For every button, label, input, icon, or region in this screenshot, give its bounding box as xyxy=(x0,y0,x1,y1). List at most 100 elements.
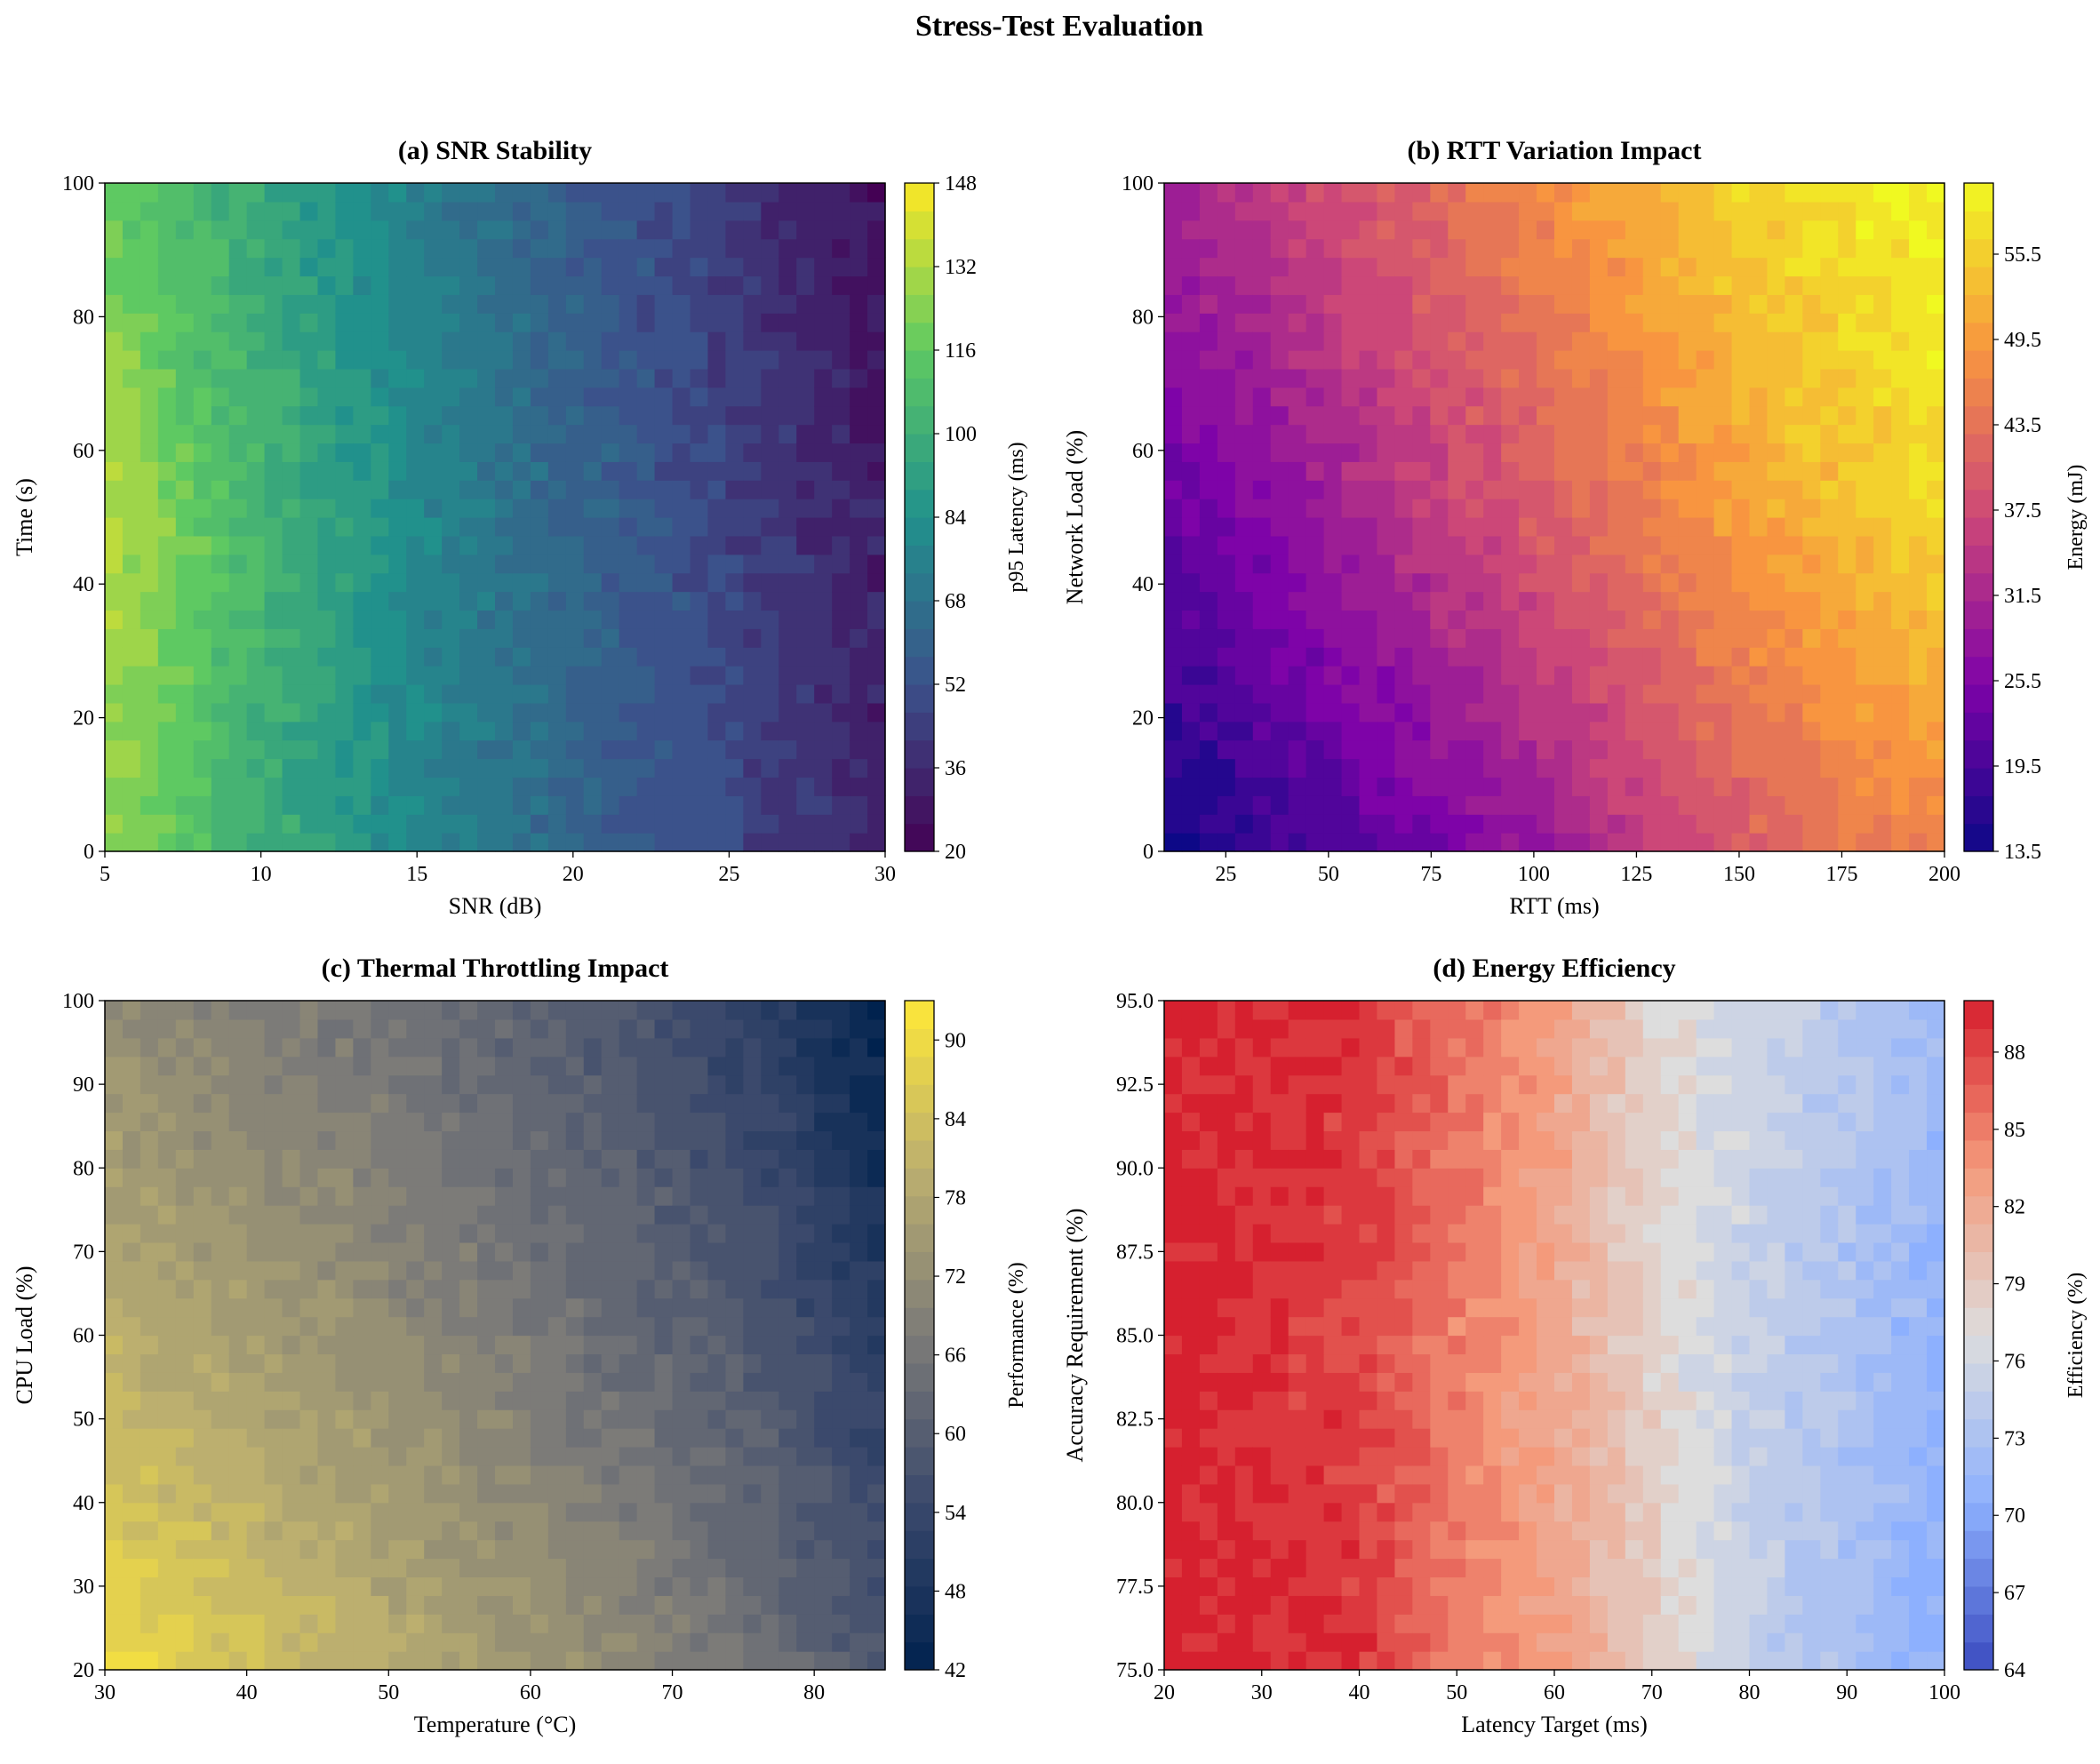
heatmap-cell xyxy=(761,1632,779,1652)
heatmap-cell xyxy=(1660,628,1680,648)
heatmap-cell xyxy=(850,1595,868,1615)
y-tick-label: 80 xyxy=(73,1157,94,1180)
heatmap-cell xyxy=(1589,666,1609,685)
heatmap-cell xyxy=(1181,201,1201,221)
heatmap-cell xyxy=(1483,647,1502,666)
heatmap-cell xyxy=(1660,331,1680,351)
heatmap-cell xyxy=(565,1297,585,1318)
heatmap-cell xyxy=(211,1632,230,1652)
heatmap-cell xyxy=(619,1632,638,1652)
heatmap-cell xyxy=(832,1502,850,1522)
heatmap-cell xyxy=(1377,387,1395,407)
heatmap-cell xyxy=(850,572,868,593)
heatmap-cell xyxy=(371,1614,389,1633)
heatmap-cell xyxy=(1164,833,1183,852)
heatmap-cell xyxy=(850,591,868,611)
heatmap-cell xyxy=(583,1037,603,1058)
heatmap-cell xyxy=(1288,461,1307,481)
heatmap-cell xyxy=(779,702,797,722)
heatmap-cell xyxy=(1537,684,1555,704)
heatmap-cell xyxy=(796,1576,815,1596)
heatmap-cell xyxy=(459,554,478,574)
heatmap-cell xyxy=(388,275,407,295)
heatmap-cell xyxy=(246,739,266,760)
heatmap-cell xyxy=(619,1614,638,1633)
heatmap-cell xyxy=(814,1037,833,1058)
heatmap-cell xyxy=(814,1224,833,1243)
heatmap-cell xyxy=(228,1186,248,1206)
heatmap-cell xyxy=(1625,833,1644,852)
heatmap-cell xyxy=(867,1056,886,1076)
heatmap-cell xyxy=(1838,591,1856,611)
heatmap-cell xyxy=(1767,684,1785,704)
heatmap-cell xyxy=(1519,220,1537,240)
heatmap-cell xyxy=(761,1558,779,1578)
heatmap-cell xyxy=(779,443,797,462)
heatmap-cell xyxy=(850,610,868,629)
heatmap-cell xyxy=(1537,424,1555,444)
heatmap-cell xyxy=(1607,405,1626,426)
heatmap-cell xyxy=(317,739,336,760)
heatmap-cell xyxy=(1448,610,1466,629)
heatmap-cell xyxy=(246,1614,266,1633)
heatmap-cell xyxy=(601,1279,620,1299)
heatmap-cell xyxy=(1377,201,1395,221)
heatmap-cell xyxy=(1199,461,1218,481)
heatmap-cell xyxy=(1306,795,1325,815)
heatmap-cell xyxy=(246,313,266,332)
heatmap-cell xyxy=(1323,647,1343,666)
heatmap-cell xyxy=(211,814,230,834)
heatmap-cell xyxy=(105,1260,124,1281)
heatmap-cell xyxy=(601,1447,620,1466)
heatmap-cell xyxy=(406,1465,425,1485)
heatmap-cell xyxy=(317,1409,336,1429)
heatmap-cell xyxy=(1394,666,1413,685)
heatmap-cell xyxy=(105,1447,124,1466)
heatmap-cell xyxy=(725,795,744,815)
heatmap-cell xyxy=(1767,554,1785,574)
heatmap-cell xyxy=(672,1018,691,1039)
heatmap-cell xyxy=(157,628,177,648)
heatmap-cell xyxy=(565,183,585,203)
heatmap-cell xyxy=(1341,424,1361,444)
heatmap-cell xyxy=(1341,331,1361,351)
heatmap-cell xyxy=(1767,572,1785,593)
heatmap-cell xyxy=(1731,480,1751,499)
heatmap-cell xyxy=(1448,368,1466,388)
heatmap-cell xyxy=(388,1205,407,1225)
heatmap-cell xyxy=(353,1483,371,1504)
heatmap-cell xyxy=(1306,201,1325,221)
heatmap-cell xyxy=(1501,368,1520,388)
y-tick-label: 90 xyxy=(73,1074,94,1097)
heatmap-cell xyxy=(122,313,141,332)
heatmap-cell xyxy=(175,331,195,351)
heatmap-cell xyxy=(1909,499,1928,518)
heatmap-cell xyxy=(335,1521,354,1541)
heatmap-cell xyxy=(122,721,141,741)
heatmap-cell xyxy=(619,517,638,537)
heatmap-cell xyxy=(264,499,283,518)
heatmap-cell xyxy=(565,313,585,332)
heatmap-cell xyxy=(317,201,336,221)
heatmap-cell xyxy=(424,405,443,426)
heatmap-cell xyxy=(565,1093,585,1113)
heatmap-cell xyxy=(1217,443,1236,462)
heatmap-cell xyxy=(690,1168,709,1187)
heatmap-cell xyxy=(1412,350,1431,370)
heatmap-cell xyxy=(1306,777,1325,796)
heatmap-cell xyxy=(442,1149,460,1169)
heatmap-cell xyxy=(105,1224,124,1243)
heatmap-cell xyxy=(1820,702,1839,722)
heatmap-cell xyxy=(725,368,744,388)
heatmap-cell xyxy=(1217,591,1236,611)
heatmap-cell xyxy=(193,1205,212,1225)
heatmap-cell xyxy=(1412,666,1431,685)
heatmap-cell xyxy=(122,368,141,388)
heatmap-cell xyxy=(779,1224,797,1243)
heatmap-cell xyxy=(761,443,779,462)
heatmap-cell xyxy=(1394,331,1413,351)
heatmap-cell xyxy=(1359,554,1378,574)
heatmap-cell xyxy=(228,795,248,815)
heatmap-cell xyxy=(796,572,815,593)
heatmap-cell xyxy=(1589,313,1609,332)
